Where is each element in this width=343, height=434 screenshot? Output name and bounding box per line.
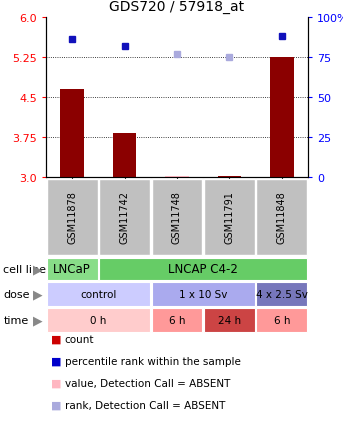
Text: GSM11848: GSM11848 (277, 191, 287, 244)
Text: ▶: ▶ (33, 288, 43, 301)
Bar (204, 308, 255, 332)
Bar (256, 308, 307, 332)
Text: GSM11742: GSM11742 (120, 191, 130, 244)
Bar (256, 179, 307, 256)
Bar (165, 177, 189, 178)
Bar (47, 258, 98, 280)
Bar (152, 179, 202, 256)
Bar (270, 58, 294, 178)
Text: percentile rank within the sample: percentile rank within the sample (65, 356, 240, 366)
Bar (99, 258, 307, 280)
Text: value, Detection Call = ABSENT: value, Detection Call = ABSENT (65, 378, 230, 388)
Text: GSM11878: GSM11878 (67, 191, 77, 244)
Text: LNCaP: LNCaP (53, 263, 91, 276)
Text: ■: ■ (51, 356, 61, 366)
Text: 6 h: 6 h (169, 315, 185, 325)
Text: cell line: cell line (3, 264, 46, 274)
Text: 1 x 10 Sv: 1 x 10 Sv (179, 289, 227, 299)
Bar (152, 283, 255, 306)
Text: rank, Detection Call = ABSENT: rank, Detection Call = ABSENT (65, 400, 225, 410)
Text: control: control (80, 289, 117, 299)
Text: 6 h: 6 h (274, 315, 290, 325)
Text: GSM11748: GSM11748 (172, 191, 182, 244)
Text: ▶: ▶ (33, 314, 43, 327)
Bar (60, 90, 84, 178)
Text: ■: ■ (51, 334, 61, 344)
Bar (99, 179, 150, 256)
Text: LNCAP C4-2: LNCAP C4-2 (168, 263, 238, 276)
Text: dose: dose (3, 289, 30, 299)
Bar (47, 283, 150, 306)
Bar (204, 179, 255, 256)
Bar (256, 283, 307, 306)
Text: 24 h: 24 h (218, 315, 241, 325)
Text: ■: ■ (51, 400, 61, 410)
Text: ■: ■ (51, 378, 61, 388)
Text: 4 x 2.5 Sv: 4 x 2.5 Sv (256, 289, 308, 299)
Bar (113, 134, 137, 178)
Text: 0 h: 0 h (90, 315, 107, 325)
Text: ▶: ▶ (33, 263, 43, 276)
Text: GSM11791: GSM11791 (224, 191, 234, 244)
Text: time: time (3, 315, 29, 325)
Title: GDS720 / 57918_at: GDS720 / 57918_at (109, 0, 245, 14)
Bar (47, 308, 150, 332)
Bar (152, 308, 202, 332)
Text: count: count (65, 334, 94, 344)
Bar (47, 179, 98, 256)
Bar (217, 177, 241, 178)
